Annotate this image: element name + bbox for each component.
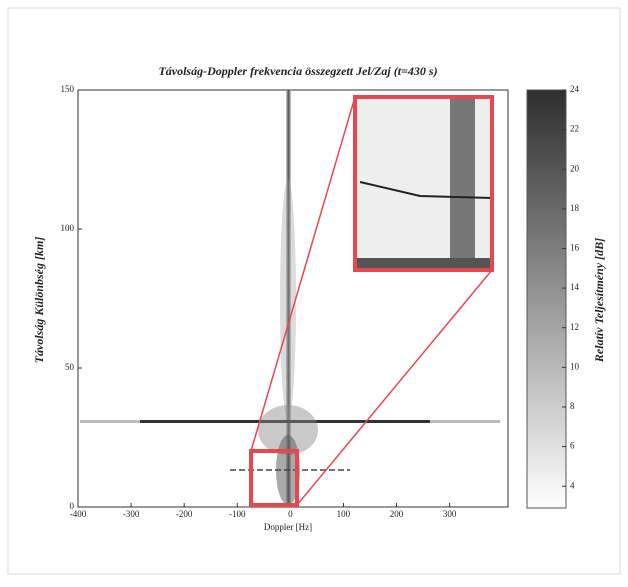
colorbar-tick-label: 14 bbox=[570, 282, 580, 292]
zoom-inset-frame bbox=[353, 95, 494, 272]
colorbar-tick-label: 20 bbox=[570, 163, 580, 173]
colorbar bbox=[526, 89, 567, 509]
colorbar-tick-label: 6 bbox=[570, 441, 575, 451]
x-tick-label: 0 bbox=[288, 509, 293, 519]
chart-title: Távolság-Doppler frekvencia összegzett J… bbox=[158, 64, 437, 78]
inset bbox=[355, 97, 493, 270]
x-tick-label: -300 bbox=[123, 509, 140, 519]
x-axis-label: Doppler [Hz] bbox=[264, 522, 312, 532]
colorbar-scale bbox=[526, 89, 567, 509]
x-tick-label: 300 bbox=[443, 509, 457, 519]
colorbar-tick-label: 8 bbox=[570, 401, 575, 411]
y-axis-label: Távolság Különbség [km] bbox=[32, 237, 46, 364]
colorbar-tick-label: 10 bbox=[570, 361, 580, 371]
colorbar-label: Relatív Teljesítmény [dB] bbox=[592, 238, 606, 363]
clutter bbox=[280, 180, 296, 420]
x-tick-label: 100 bbox=[337, 509, 351, 519]
y-tick-label: 150 bbox=[61, 84, 75, 94]
zero-doppler-ridge bbox=[286, 90, 291, 507]
clutter bbox=[258, 405, 318, 455]
x-tick-label: 200 bbox=[390, 509, 404, 519]
page-border bbox=[7, 7, 621, 575]
x-tick-label: -100 bbox=[229, 509, 246, 519]
colorbar-tick-label: 16 bbox=[570, 243, 580, 253]
x-tick-label: -400 bbox=[70, 509, 87, 519]
colorbar-tick-label: 24 bbox=[570, 84, 580, 94]
plot-area bbox=[77, 89, 509, 508]
colorbar-tick-label: 4 bbox=[570, 480, 575, 490]
colorbar-tick-label: 18 bbox=[570, 203, 580, 213]
zoom-connector bbox=[250, 96, 356, 452]
zoom-connector bbox=[296, 269, 493, 506]
colorbar-tick-label: 12 bbox=[570, 322, 579, 332]
y-tick-label: 50 bbox=[65, 362, 75, 372]
y-tick-label: 100 bbox=[61, 223, 75, 233]
colorbar-tick-label: 22 bbox=[570, 124, 579, 134]
x-tick-label: -200 bbox=[176, 509, 193, 519]
streak bbox=[140, 420, 430, 423]
zoom-box bbox=[249, 449, 299, 507]
y-tick-label: 0 bbox=[70, 501, 75, 511]
